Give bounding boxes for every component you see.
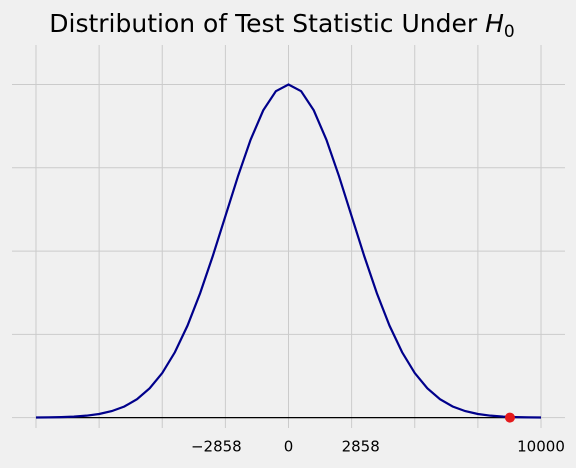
- title-sub: 0: [504, 22, 515, 42]
- observed-point: [504, 412, 515, 423]
- title-text: Distribution of Test Statistic Under: [49, 9, 478, 38]
- curve: [35, 83, 542, 419]
- x-tick-label: 10000: [517, 438, 565, 456]
- title-math: H: [485, 9, 504, 38]
- x-tick-label: −2858: [191, 438, 242, 456]
- chart-title: Distribution of Test Statistic Under H0: [49, 9, 515, 42]
- x-tick-label: 2858: [342, 438, 380, 456]
- x-tick-label: 0: [284, 438, 294, 456]
